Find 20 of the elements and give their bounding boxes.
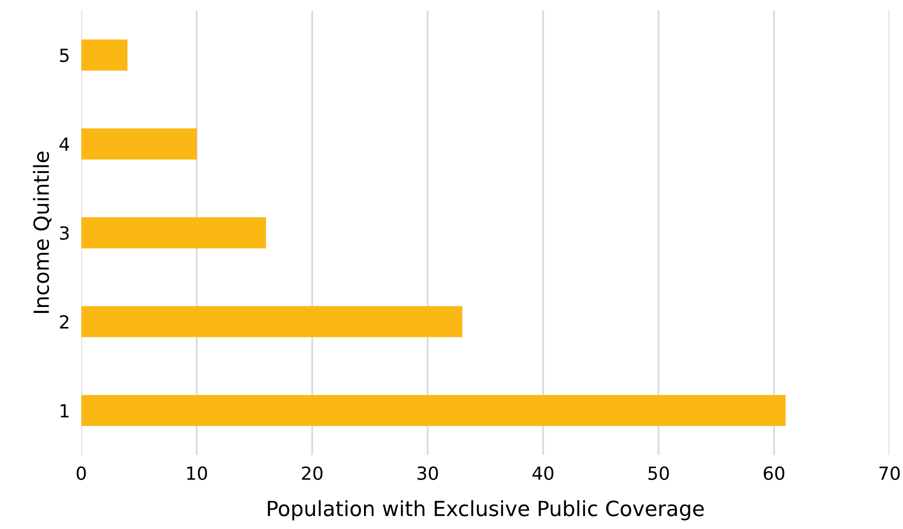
x-tick-label: 10	[187, 466, 208, 480]
y-axis-title: Income Quintile	[32, 152, 52, 313]
x-tick-label: 20	[302, 466, 322, 480]
bar	[81, 394, 786, 426]
y-tick-label: 1	[60, 404, 68, 418]
bar	[81, 217, 266, 248]
x-axis-title: Population with Exclusive Public Coverage	[268, 500, 704, 520]
bar	[81, 128, 197, 160]
bar	[81, 39, 128, 71]
y-tick-label: 2	[60, 315, 68, 328]
y-tick-label: 3	[60, 226, 69, 240]
x-tick-label: 50	[648, 466, 669, 480]
x-tick-label: 70	[879, 466, 900, 480]
bar	[81, 306, 462, 338]
x-tick-label: 0	[76, 466, 86, 480]
x-tick-label: 30	[418, 466, 438, 480]
y-tick-label: 5	[60, 48, 69, 62]
y-tick-label: 4	[60, 138, 70, 151]
x-tick-label: 40	[532, 466, 554, 480]
x-tick-label: 60	[764, 466, 784, 480]
